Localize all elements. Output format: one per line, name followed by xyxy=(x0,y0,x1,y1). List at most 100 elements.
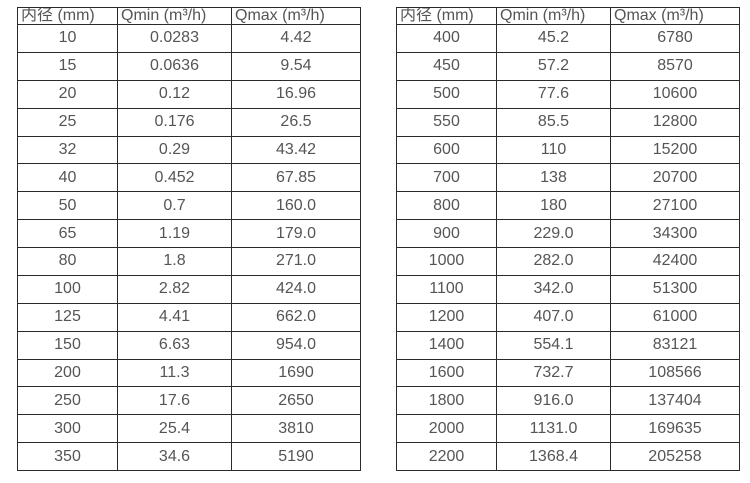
table-cell: 250 xyxy=(17,386,118,416)
table-cell: 160.0 xyxy=(231,191,361,221)
table-cell: 271.0 xyxy=(231,247,361,276)
table-cell: 85.5 xyxy=(496,107,611,137)
table-cell: 300 xyxy=(17,414,118,444)
table-cell: 180 xyxy=(496,191,611,221)
table-cell: 45.2 xyxy=(496,24,611,53)
table-row: 2000 1131.0 169635 xyxy=(396,414,740,444)
table-cell: 1200 xyxy=(396,302,497,332)
table-cell: 17.6 xyxy=(117,386,232,416)
table-row: 550 85.5 12800 xyxy=(396,107,740,137)
table-row: 40 0.452 67.85 xyxy=(17,163,361,193)
table-row: 15 0.0636 9.54 xyxy=(17,51,361,81)
table-cell: 51300 xyxy=(610,274,740,304)
table-cell: 25 xyxy=(17,107,118,137)
table-cell: 100 xyxy=(17,274,118,304)
table-header-row: 内径 (mm) Qmin (m³/h) Qmax (m³/h) xyxy=(396,7,740,25)
table-cell: 400 xyxy=(396,24,497,53)
table-row: 25 0.176 26.5 xyxy=(17,107,361,137)
table-cell: 0.29 xyxy=(117,135,232,165)
column-header-qmax: Qmax (m³/h) xyxy=(610,7,740,25)
table-cell: 42400 xyxy=(610,247,740,276)
table-row: 125 4.41 662.0 xyxy=(17,302,361,332)
table-cell: 662.0 xyxy=(231,302,361,332)
table-cell: 5190 xyxy=(231,442,361,471)
table-cell: 83121 xyxy=(610,330,740,360)
table-cell: 350 xyxy=(17,442,118,471)
table-cell: 20700 xyxy=(610,163,740,193)
table-cell: 900 xyxy=(396,219,497,248)
table-cell: 916.0 xyxy=(496,386,611,416)
table-cell: 700 xyxy=(396,163,497,193)
table-cell: 554.1 xyxy=(496,330,611,360)
table-cell: 32 xyxy=(17,135,118,165)
table-cell: 450 xyxy=(396,51,497,81)
table-cell: 26.5 xyxy=(231,107,361,137)
table-cell: 67.85 xyxy=(231,163,361,193)
table-cell: 1368.4 xyxy=(496,442,611,471)
table-cell: 50 xyxy=(17,191,118,221)
table-row: 800 180 27100 xyxy=(396,191,740,221)
table-cell: 600 xyxy=(396,135,497,165)
table-cell: 1100 xyxy=(396,274,497,304)
table-cell: 0.0283 xyxy=(117,24,232,53)
table-header-row: 内径 (mm) Qmin (m³/h) Qmax (m³/h) xyxy=(17,7,361,25)
table-cell: 0.452 xyxy=(117,163,232,193)
table-row: 200 11.3 1690 xyxy=(17,358,361,388)
table-cell: 407.0 xyxy=(496,302,611,332)
table-row: 250 17.6 2650 xyxy=(17,386,361,416)
table-cell: 9.54 xyxy=(231,51,361,81)
table-cell: 954.0 xyxy=(231,330,361,360)
flow-rate-tables: 内径 (mm) Qmin (m³/h) Qmax (m³/h) 10 0.0283… xyxy=(17,7,740,471)
column-header-qmin: Qmin (m³/h) xyxy=(117,7,232,25)
table-cell: 3810 xyxy=(231,414,361,444)
table-row: 1800 916.0 137404 xyxy=(396,386,740,416)
table-cell: 108566 xyxy=(610,358,740,388)
table-cell: 15 xyxy=(17,51,118,81)
table-cell: 27100 xyxy=(610,191,740,221)
table-cell: 0.12 xyxy=(117,79,232,109)
table-cell: 150 xyxy=(17,330,118,360)
table-row: 350 34.6 5190 xyxy=(17,442,361,471)
table-cell: 16.96 xyxy=(231,79,361,109)
table-row: 100 2.82 424.0 xyxy=(17,274,361,304)
table-row: 80 1.8 271.0 xyxy=(17,247,361,276)
table-cell: 4.42 xyxy=(231,24,361,53)
table-cell: 0.7 xyxy=(117,191,232,221)
table-cell: 34.6 xyxy=(117,442,232,471)
table-cell: 12800 xyxy=(610,107,740,137)
table-row: 700 138 20700 xyxy=(396,163,740,193)
table-row: 1600 732.7 108566 xyxy=(396,358,740,388)
table-cell: 1400 xyxy=(396,330,497,360)
table-row: 500 77.6 10600 xyxy=(396,79,740,109)
table-cell: 6.63 xyxy=(117,330,232,360)
table-cell: 2650 xyxy=(231,386,361,416)
table-row: 1200 407.0 61000 xyxy=(396,302,740,332)
table-cell: 57.2 xyxy=(496,51,611,81)
table-cell: 550 xyxy=(396,107,497,137)
table-cell: 138 xyxy=(496,163,611,193)
table-cell: 732.7 xyxy=(496,358,611,388)
table-row: 10 0.0283 4.42 xyxy=(17,24,361,53)
table-row: 1400 554.1 83121 xyxy=(396,330,740,360)
table-row: 1000 282.0 42400 xyxy=(396,247,740,276)
table-body-large-diameters: 400 45.2 6780 450 57.2 8570 500 77.6 10600 550 85.… xyxy=(396,24,740,471)
table-row: 150 6.63 954.0 xyxy=(17,330,361,360)
table-cell: 1000 xyxy=(396,247,497,276)
flow-table-small-diameters: 内径 (mm) Qmin (m³/h) Qmax (m³/h) 10 0.0283… xyxy=(17,7,361,471)
table-cell: 229.0 xyxy=(496,219,611,248)
table-row: 65 1.19 179.0 xyxy=(17,219,361,248)
column-header-diameter: 内径 (mm) xyxy=(17,7,118,25)
table-cell: 10600 xyxy=(610,79,740,109)
table-cell: 2.82 xyxy=(117,274,232,304)
table-cell: 1690 xyxy=(231,358,361,388)
table-cell: 2200 xyxy=(396,442,497,471)
table-cell: 11.3 xyxy=(117,358,232,388)
table-cell: 1.8 xyxy=(117,247,232,276)
column-header-diameter: 内径 (mm) xyxy=(396,7,497,25)
table-cell: 800 xyxy=(396,191,497,221)
table-cell: 500 xyxy=(396,79,497,109)
table-cell: 0.0636 xyxy=(117,51,232,81)
table-body-small-diameters: 10 0.0283 4.42 15 0.0636 9.54 20 0.12 16.96 25 0.1… xyxy=(17,24,361,471)
table-row: 400 45.2 6780 xyxy=(396,24,740,53)
